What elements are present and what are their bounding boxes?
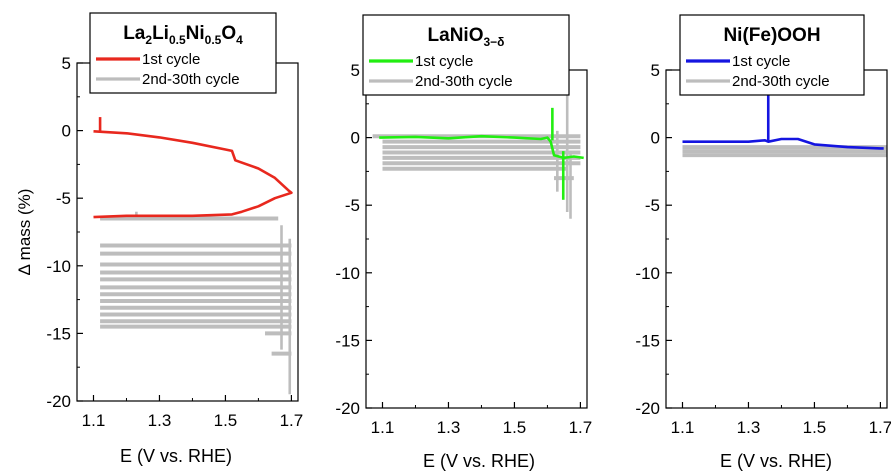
title-subscript: 2 [145, 33, 152, 47]
axes-frame [76, 62, 299, 402]
legend-label: 2nd-30th cycle [732, 73, 830, 90]
title-text: La [123, 23, 146, 44]
y-tick-label: -20 [335, 399, 360, 418]
legend-label: 1st cycle [732, 53, 790, 70]
series-1st-cycle [379, 107, 584, 200]
x-tick-label: 1.3 [737, 418, 761, 437]
panel-title: La2Li0.5Ni0.5O4 [123, 23, 243, 47]
x-tick-label: 1.5 [503, 418, 527, 437]
x-ticks: 1.1 1.3 1.5 1.7 [82, 395, 304, 430]
y-tick-label: 5 [351, 61, 360, 80]
axes-frame [665, 69, 888, 409]
legend-label: 1st cycle [142, 51, 200, 68]
series-1st-cycle [93, 117, 293, 219]
y-axis-label: Δ mass (%) [15, 189, 34, 276]
y-tick-label: -5 [645, 196, 660, 215]
x-tick-label: 1.5 [803, 418, 827, 437]
y-tick-label: -10 [635, 264, 660, 283]
y-tick-label: 5 [651, 61, 660, 80]
legend-label: 2nd-30th cycle [415, 73, 513, 90]
x-axis-label: E (V vs. RHE) [120, 446, 232, 466]
x-tick-label: 1.7 [869, 418, 891, 437]
x-tick-label: 1.7 [569, 418, 593, 437]
title-subscript: 0.5 [169, 33, 186, 47]
title-subscript: 4 [236, 33, 243, 47]
axes-frame [365, 69, 588, 409]
title-subscript: 3−δ [483, 35, 504, 49]
y-tick-label: 0 [351, 129, 360, 148]
legend-label: 2nd-30th cycle [142, 71, 240, 88]
x-ticks: 1.1 1.3 1.5 1.7 [671, 402, 891, 437]
panel-3: 5 0 -5 -10 -15 -20 1.1 1.3 1.5 1.7 E (V vs. RHE) Ni… [635, 14, 891, 471]
x-axis-label: E (V vs. RHE) [720, 451, 832, 471]
data-line [682, 137, 884, 150]
y-ticks: 5 0 -5 -10 -15 -20 [46, 54, 83, 411]
x-tick-label: 1.5 [214, 411, 238, 430]
series-1st-cycle [682, 92, 884, 150]
y-tick-label: 5 [62, 54, 71, 73]
title-text: Ni(Fe)OOH [723, 25, 820, 46]
title-text: O [221, 23, 236, 44]
y-tick-label: -15 [335, 331, 360, 350]
y-tick-label: -5 [345, 196, 360, 215]
panel-2: 5 0 -5 -10 -15 -20 1.1 1.3 1.5 1.7 E (V vs. RHE) La… [335, 14, 593, 471]
legend: Ni(Fe)OOH 1st cycle 2nd-30th cycle [679, 14, 865, 96]
x-tick-label: 1.1 [82, 411, 106, 430]
x-tick-label: 1.1 [671, 418, 695, 437]
legend: LaNiO3−δ 1st cycle 2nd-30th cycle [362, 14, 570, 96]
legend-label: 1st cycle [415, 53, 473, 70]
x-tick-label: 1.7 [280, 411, 304, 430]
y-tick-label: -15 [46, 324, 71, 343]
y-tick-label: 0 [651, 129, 660, 148]
x-tick-label: 1.3 [437, 418, 461, 437]
x-tick-label: 1.1 [371, 418, 395, 437]
panel-title: LaNiO3−δ [428, 25, 505, 49]
y-tick-label: -5 [56, 189, 71, 208]
y-tick-label: 0 [62, 122, 71, 141]
title-subscript: 0.5 [205, 33, 222, 47]
title-text: Ni [186, 23, 205, 44]
series-2nd-30th-cycle [100, 211, 292, 395]
y-tick-label: -15 [635, 331, 660, 350]
y-tick-label: -10 [46, 257, 71, 276]
y-ticks: 5 0 -5 -10 -15 -20 [635, 61, 672, 418]
title-text: LaNiO [428, 25, 484, 46]
panel-title: Ni(Fe)OOH [723, 25, 820, 46]
y-tick-label: -10 [335, 264, 360, 283]
y-tick-label: -20 [635, 399, 660, 418]
data-line [93, 130, 293, 219]
title-text: Li [152, 23, 169, 44]
panel-1: 5 0 -5 -10 -15 -20 1.1 1.3 1.5 1.7 E (V vs. RHE) Δ … [15, 12, 304, 466]
y-ticks: 5 0 -5 -10 -15 -20 [335, 61, 372, 418]
x-axis-label: E (V vs. RHE) [423, 451, 535, 471]
series-2nd-30th-cycle [372, 90, 581, 219]
data-line [379, 134, 584, 160]
x-tick-label: 1.3 [148, 411, 172, 430]
x-ticks: 1.1 1.3 1.5 1.7 [371, 402, 593, 437]
y-tick-label: -20 [46, 392, 71, 411]
